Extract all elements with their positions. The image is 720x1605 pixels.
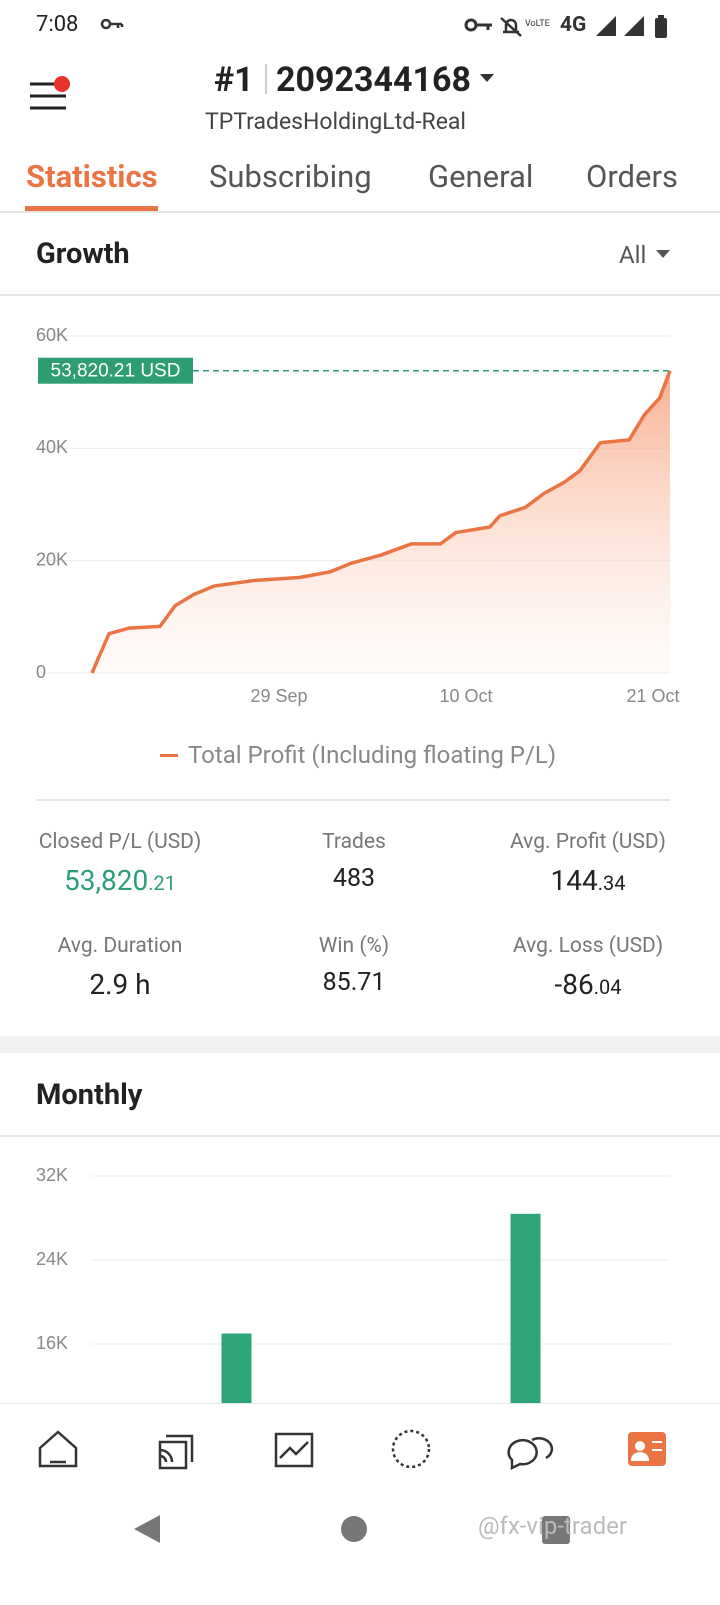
watermark: @fx-vip-trader <box>478 1512 627 1540</box>
stat-label: Win (%) <box>318 934 390 958</box>
stat: Avg. Profit (USD) 144.34 <box>468 830 708 897</box>
tab[interactable]: Subscribing <box>209 158 372 195</box>
marker-label: 53,820.21 USD <box>51 361 181 382</box>
tab-indicator <box>25 206 158 211</box>
account-number[interactable]: 2092344168 <box>276 60 472 100</box>
recents-button[interactable] <box>542 1516 570 1544</box>
y-tick-label: 40K <box>36 437 68 457</box>
stat: Win (%) 85.71 <box>234 934 474 997</box>
stat-fraction: .21 <box>148 871 176 895</box>
legend-label: Total Profit (Including floating P/L) <box>188 741 557 769</box>
x-tick-label: 10 Oct <box>439 686 492 706</box>
bottom-nav: @fx-vip-trader <box>0 1403 720 1601</box>
stat-fraction: .34 <box>597 871 626 895</box>
line <box>90 370 672 674</box>
stat-fraction: .04 <box>593 975 622 999</box>
home-button[interactable] <box>341 1516 367 1542</box>
divider <box>0 294 720 296</box>
divider <box>0 1135 720 1137</box>
y-tick-label: 60K <box>36 325 68 345</box>
divider <box>0 211 720 213</box>
stat-label: Avg. Profit (USD) <box>510 830 666 854</box>
stat-label: Trades <box>322 830 386 854</box>
y-tick-label: 0 <box>36 662 46 682</box>
network: 4G <box>560 13 587 37</box>
svg-text:VoLTE: VoLTE <box>525 19 550 29</box>
signal-battery <box>596 15 667 38</box>
legend-swatch <box>160 754 178 757</box>
back-button[interactable] <box>134 1515 160 1543</box>
y-tick-label: 24K <box>36 1249 68 1269</box>
stat-value: 85.71 <box>322 968 386 997</box>
server-name: TPTradesHoldingLtd-Real <box>205 108 467 135</box>
stat-label: Avg. Duration <box>57 934 183 958</box>
copy-icon[interactable] <box>158 1434 194 1470</box>
home-icon[interactable] <box>38 1430 78 1468</box>
key-icon <box>100 18 124 30</box>
stat-value: 483 <box>332 864 376 893</box>
chat-icon[interactable] <box>507 1437 554 1471</box>
range-filter[interactable]: All <box>619 241 647 269</box>
section-title: Growth <box>36 237 130 271</box>
dropdown-arrow[interactable] <box>480 74 494 84</box>
stat: Avg. Duration 2.9 h <box>0 934 240 1001</box>
stat: Closed P/L (USD) 53,820.21 <box>0 830 240 897</box>
nav-icons <box>38 1429 666 1544</box>
y-tick-label: 32K <box>36 1165 68 1185</box>
tab[interactable]: Orders <box>586 158 678 195</box>
status-icons: VoLTE <box>464 17 550 37</box>
section-title: Monthly <box>36 1078 143 1112</box>
stat-value: 53,820 <box>64 864 149 897</box>
x-tick-label: 21 Oct <box>626 686 679 706</box>
stat-value: 2.9 h <box>89 968 151 1001</box>
tab[interactable]: General <box>428 158 534 195</box>
y-tick-label: 16K <box>36 1333 68 1353</box>
account-rank: #1 <box>214 60 254 100</box>
stat-label: Avg. Loss (USD) <box>512 934 664 958</box>
x-tick-label: 29 Sep <box>250 686 307 706</box>
stat-value: -86 <box>554 968 594 1001</box>
y-tick-label: 20K <box>36 549 68 569</box>
stat-label: Closed P/L (USD) <box>38 830 202 854</box>
community-icon[interactable] <box>391 1429 431 1469</box>
tab[interactable]: Statistics <box>26 158 158 195</box>
marker-badge <box>38 357 193 384</box>
chart-icon[interactable] <box>274 1432 314 1468</box>
stat-value: 144 <box>550 864 598 897</box>
menu-button[interactable] <box>28 72 72 116</box>
clock: 7:08 <box>36 12 79 37</box>
divider <box>265 64 267 94</box>
section-gap <box>0 1036 720 1053</box>
stat: Trades 483 <box>234 830 474 893</box>
dropdown-arrow[interactable] <box>656 250 670 260</box>
area <box>92 370 670 673</box>
divider <box>36 799 670 801</box>
stat: Avg. Loss (USD) -86.04 <box>468 934 708 1001</box>
